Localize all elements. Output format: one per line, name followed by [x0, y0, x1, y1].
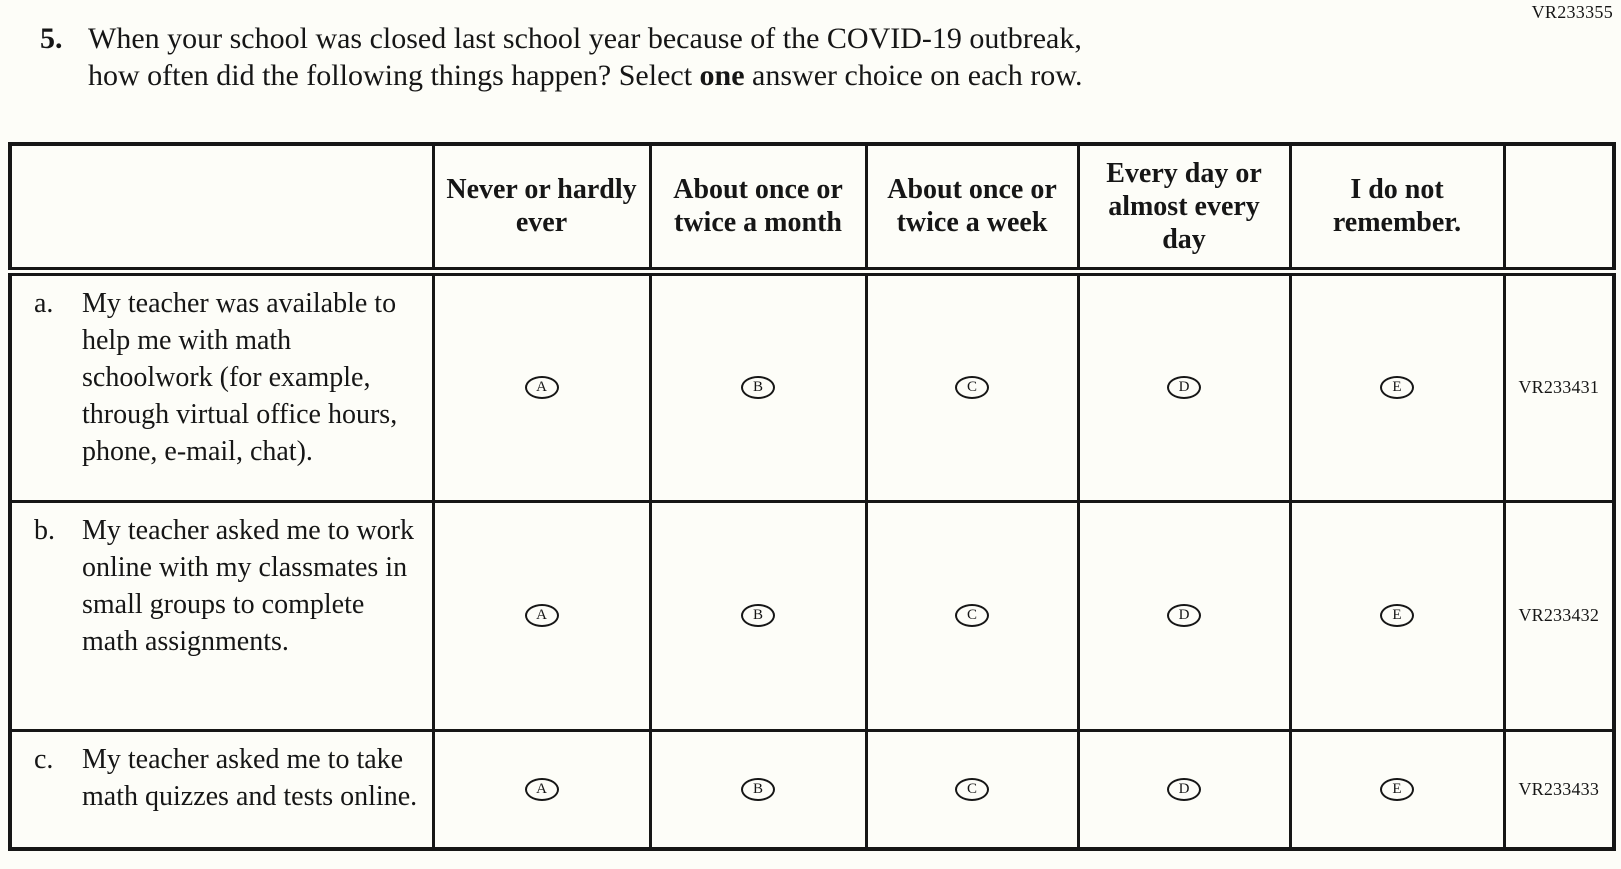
- row-statement: My teacher was available to help me with…: [82, 287, 398, 467]
- bubble-cell-a4: D: [1076, 269, 1292, 503]
- bubble-a-E[interactable]: E: [1380, 376, 1414, 399]
- bubble-cell-c2: B: [648, 728, 868, 851]
- form-code-label: VR233355: [1531, 2, 1613, 22]
- table-row-c: c. My teacher asked me to take math quiz…: [8, 728, 1616, 851]
- bubble-c-A[interactable]: A: [524, 777, 559, 801]
- row-letter: b.: [34, 514, 55, 546]
- bubble-b-A[interactable]: A: [524, 604, 559, 627]
- question-line-2: how often did the following things happe…: [88, 59, 1083, 92]
- bubble-cell-b3: C: [864, 499, 1080, 732]
- bubble-a-C[interactable]: C: [955, 376, 989, 399]
- row-statement: My teacher asked me to take math quizzes…: [82, 743, 418, 812]
- bubble-c-B[interactable]: B: [741, 777, 775, 801]
- code-column-header: [1502, 142, 1616, 276]
- bubble-cell-a3: C: [864, 269, 1080, 503]
- row-code-b: VR233432: [1502, 499, 1616, 732]
- bubble-a-B[interactable]: B: [741, 376, 775, 399]
- bubble-cell-a2: B: [648, 269, 868, 503]
- table-row-a: a. My teacher was available to help me w…: [8, 269, 1616, 503]
- statement-cell-b: b. My teacher asked me to work online wi…: [8, 499, 435, 732]
- column-header-month: About once or twice a month: [648, 142, 868, 276]
- bubble-b-B[interactable]: B: [741, 604, 775, 627]
- column-header-never: Never or hardly ever: [431, 142, 652, 276]
- row-statement: My teacher asked me to work online with …: [82, 514, 414, 657]
- question-block: 5. When your school was closed last scho…: [40, 20, 1460, 94]
- bubble-cell-c4: D: [1076, 728, 1292, 851]
- row-letter: a.: [34, 287, 54, 319]
- question-line-1: When your school was closed last school …: [88, 22, 1082, 55]
- statement-cell-c: c. My teacher asked me to take math quiz…: [8, 728, 435, 851]
- bubble-cell-b1: A: [431, 499, 652, 732]
- column-header-no-remember: I do not remember.: [1288, 142, 1506, 276]
- bubble-c-C[interactable]: C: [955, 777, 989, 801]
- bubble-c-E[interactable]: E: [1380, 777, 1414, 801]
- bubble-a-A[interactable]: A: [524, 376, 559, 399]
- bubble-cell-a1: A: [431, 269, 652, 503]
- column-header-everyday: Every day or almost every day: [1076, 142, 1292, 276]
- bubble-b-C[interactable]: C: [955, 604, 989, 627]
- bubble-b-E[interactable]: E: [1380, 604, 1414, 627]
- row-code-c: VR233433: [1502, 728, 1616, 851]
- bubble-c-D[interactable]: D: [1167, 777, 1201, 801]
- response-matrix: Never or hardly ever About once or twice…: [8, 142, 1616, 851]
- bubble-cell-b4: D: [1076, 499, 1292, 732]
- column-header-week: About once or twice a week: [864, 142, 1080, 276]
- bubble-a-D[interactable]: D: [1167, 376, 1201, 399]
- bubble-cell-b2: B: [648, 499, 868, 732]
- question-text: When your school was closed last school …: [88, 20, 1460, 94]
- question-emphasis: one: [699, 59, 745, 92]
- bubble-cell-c3: C: [864, 728, 1080, 851]
- statement-cell-a: a. My teacher was available to help me w…: [8, 269, 435, 503]
- row-letter: c.: [34, 743, 54, 775]
- table-row-b: b. My teacher asked me to work online wi…: [8, 499, 1616, 732]
- bubble-cell-b5: E: [1288, 499, 1506, 732]
- row-code-a: VR233431: [1502, 269, 1616, 503]
- bubble-cell-c1: A: [431, 728, 652, 851]
- matrix-corner-cell: [8, 142, 435, 276]
- question-number: 5.: [40, 22, 63, 55]
- bubble-b-D[interactable]: D: [1167, 604, 1201, 627]
- bubble-cell-c5: E: [1288, 728, 1506, 851]
- bubble-cell-a5: E: [1288, 269, 1506, 503]
- matrix-header-row: Never or hardly ever About once or twice…: [8, 142, 1616, 276]
